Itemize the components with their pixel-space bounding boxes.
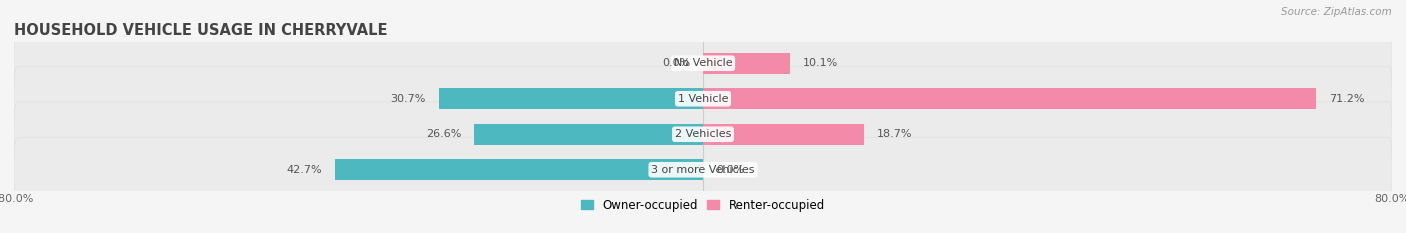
Text: Source: ZipAtlas.com: Source: ZipAtlas.com: [1281, 7, 1392, 17]
Text: 18.7%: 18.7%: [877, 129, 912, 139]
Text: 2 Vehicles: 2 Vehicles: [675, 129, 731, 139]
Legend: Owner-occupied, Renter-occupied: Owner-occupied, Renter-occupied: [581, 199, 825, 212]
Bar: [335, 159, 703, 180]
Bar: [703, 53, 790, 74]
FancyBboxPatch shape: [14, 137, 1392, 202]
Text: 71.2%: 71.2%: [1329, 94, 1365, 104]
Text: 0.0%: 0.0%: [716, 165, 744, 175]
Bar: [703, 89, 1316, 109]
Text: 3 or more Vehicles: 3 or more Vehicles: [651, 165, 755, 175]
Bar: [703, 124, 865, 144]
Text: 10.1%: 10.1%: [803, 58, 838, 68]
Bar: [474, 124, 703, 144]
Text: 26.6%: 26.6%: [426, 129, 461, 139]
Text: No Vehicle: No Vehicle: [673, 58, 733, 68]
FancyBboxPatch shape: [14, 66, 1392, 131]
FancyBboxPatch shape: [14, 102, 1392, 167]
Text: 1 Vehicle: 1 Vehicle: [678, 94, 728, 104]
Text: HOUSEHOLD VEHICLE USAGE IN CHERRYVALE: HOUSEHOLD VEHICLE USAGE IN CHERRYVALE: [14, 23, 388, 38]
Text: 42.7%: 42.7%: [287, 165, 322, 175]
Text: 30.7%: 30.7%: [391, 94, 426, 104]
Text: 0.0%: 0.0%: [662, 58, 690, 68]
FancyBboxPatch shape: [14, 31, 1392, 96]
Bar: [439, 89, 703, 109]
